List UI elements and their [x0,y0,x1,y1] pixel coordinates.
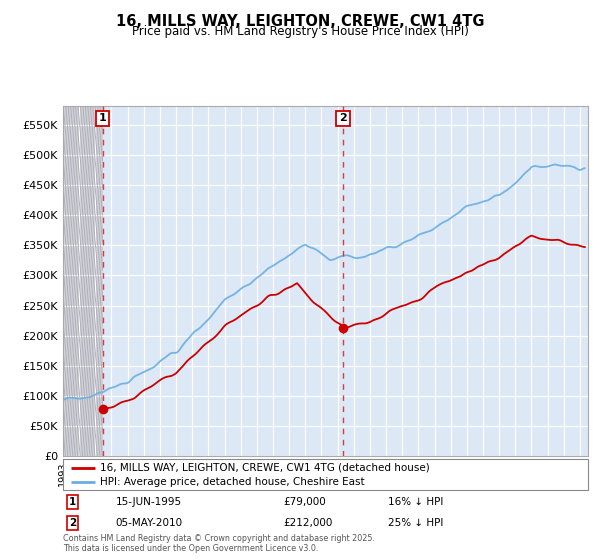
Text: 1: 1 [99,114,106,123]
Text: Price paid vs. HM Land Registry's House Price Index (HPI): Price paid vs. HM Land Registry's House … [131,25,469,38]
Text: 16, MILLS WAY, LEIGHTON, CREWE, CW1 4TG (detached house): 16, MILLS WAY, LEIGHTON, CREWE, CW1 4TG … [100,463,430,473]
Text: £79,000: £79,000 [284,497,326,507]
Text: 16, MILLS WAY, LEIGHTON, CREWE, CW1 4TG: 16, MILLS WAY, LEIGHTON, CREWE, CW1 4TG [116,14,484,29]
Text: HPI: Average price, detached house, Cheshire East: HPI: Average price, detached house, Ches… [100,477,364,487]
Text: 05-MAY-2010: 05-MAY-2010 [115,518,182,528]
Text: 16% ↓ HPI: 16% ↓ HPI [389,497,444,507]
Text: 2: 2 [339,114,347,123]
Text: 25% ↓ HPI: 25% ↓ HPI [389,518,444,528]
Text: 1: 1 [69,497,76,507]
Text: £212,000: £212,000 [284,518,333,528]
Bar [63,106,103,456]
Text: 15-JUN-1995: 15-JUN-1995 [115,497,182,507]
Text: Contains HM Land Registry data © Crown copyright and database right 2025.
This d: Contains HM Land Registry data © Crown c… [63,534,375,553]
Text: 2: 2 [69,518,76,528]
FancyBboxPatch shape [63,459,588,490]
